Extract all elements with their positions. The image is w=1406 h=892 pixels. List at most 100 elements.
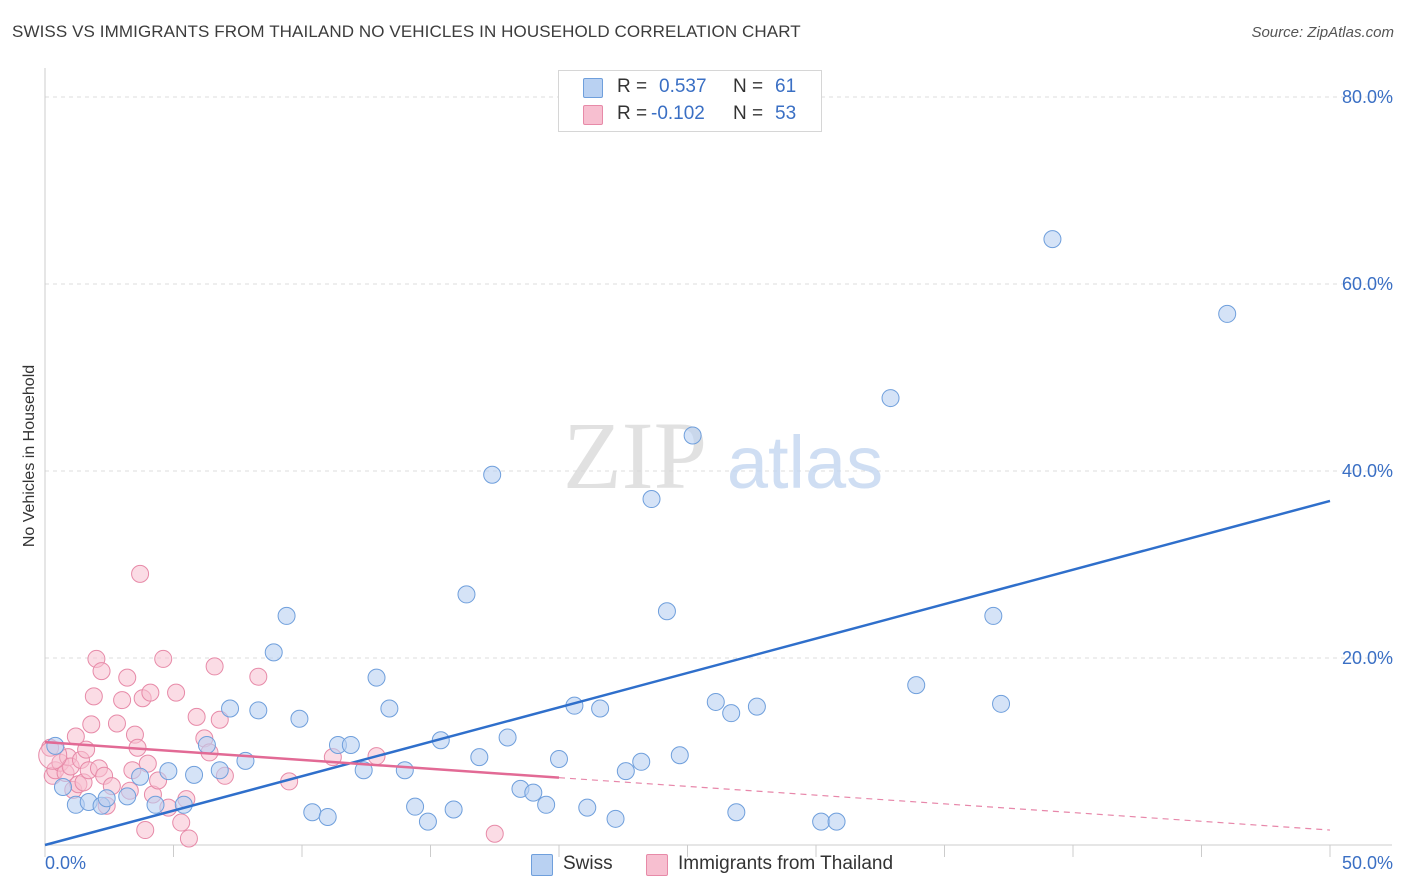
swiss-point bbox=[812, 812, 831, 831]
thailand-trend-extension bbox=[558, 777, 1331, 831]
axes bbox=[44, 68, 1392, 857]
thailand-point bbox=[179, 829, 198, 848]
thailand-trend-line bbox=[44, 740, 560, 779]
thailand-point bbox=[136, 821, 155, 840]
bottom-legend-swatch-thailand bbox=[646, 854, 668, 876]
series-swiss-points bbox=[46, 230, 1237, 831]
x-tick-label: 50.0% bbox=[1342, 853, 1393, 873]
swiss-point bbox=[249, 701, 268, 720]
swiss-point bbox=[984, 606, 1003, 625]
swiss-point bbox=[53, 778, 72, 797]
swiss-point bbox=[197, 735, 216, 754]
swiss-point bbox=[670, 746, 689, 765]
y-tick-label: 60.0% bbox=[1342, 274, 1393, 294]
swiss-point bbox=[341, 735, 360, 754]
grid-lines bbox=[45, 96, 1392, 659]
swiss-point bbox=[616, 762, 635, 781]
swiss-point bbox=[418, 812, 437, 831]
swiss-point bbox=[470, 748, 489, 767]
legend-n-label: N = bbox=[733, 76, 764, 97]
x-tick-label: 0.0% bbox=[45, 853, 86, 873]
bottom-legend-label-swiss: Swiss bbox=[563, 853, 613, 874]
thailand-point bbox=[187, 707, 206, 726]
watermark-zip: ZIP bbox=[563, 402, 707, 509]
chart-title: SWISS VS IMMIGRANTS FROM THAILAND NO VEH… bbox=[12, 22, 801, 41]
swiss-point bbox=[524, 783, 543, 802]
swiss-point bbox=[591, 699, 610, 718]
thailand-point bbox=[172, 813, 191, 832]
swiss-point bbox=[46, 736, 65, 755]
swiss-point bbox=[174, 795, 193, 814]
swiss-point bbox=[657, 602, 676, 621]
y-tick-label: 80.0% bbox=[1342, 87, 1393, 107]
swiss-point bbox=[606, 809, 625, 828]
thailand-point bbox=[210, 710, 229, 729]
legend-r-label: R = bbox=[617, 76, 648, 97]
trend-lines bbox=[44, 499, 1331, 847]
swiss-trend-line bbox=[44, 499, 1331, 847]
swiss-point bbox=[185, 765, 204, 784]
series-thailand-points bbox=[38, 564, 504, 848]
swiss-point bbox=[642, 490, 661, 509]
swiss-point bbox=[97, 789, 116, 808]
swiss-point bbox=[367, 668, 386, 687]
swiss-point bbox=[483, 465, 502, 484]
source-credit: Source: ZipAtlas.com bbox=[1251, 24, 1394, 41]
swiss-point bbox=[159, 762, 178, 781]
swiss-point bbox=[706, 692, 725, 711]
swiss-point bbox=[264, 643, 283, 662]
thailand-point bbox=[84, 687, 103, 706]
legend-swatch-swiss bbox=[583, 78, 603, 98]
watermark-atlas: atlas bbox=[727, 421, 883, 504]
swiss-point bbox=[146, 795, 165, 814]
swiss-point bbox=[498, 728, 517, 747]
legend-n-value-swiss: 61 bbox=[775, 76, 797, 97]
swiss-point bbox=[118, 787, 137, 806]
swiss-point bbox=[1043, 230, 1062, 249]
thailand-point bbox=[249, 667, 268, 686]
swiss-point bbox=[131, 767, 150, 786]
swiss-point bbox=[907, 676, 926, 695]
swiss-point bbox=[210, 761, 229, 780]
thailand-point bbox=[107, 714, 126, 733]
legend-n-label: N = bbox=[733, 103, 764, 124]
thailand-point bbox=[485, 824, 504, 843]
swiss-point bbox=[727, 803, 746, 822]
y-tick-label: 20.0% bbox=[1342, 648, 1393, 668]
legend-r-label: R = bbox=[617, 103, 648, 124]
legend-r-value-swiss: 0.537 bbox=[659, 76, 707, 97]
swiss-point bbox=[550, 749, 568, 768]
swiss-point bbox=[444, 800, 463, 819]
watermark: ZIP atlas bbox=[563, 402, 883, 509]
thailand-point bbox=[167, 683, 186, 702]
legend-swatch-thailand bbox=[583, 105, 603, 125]
swiss-point bbox=[1218, 304, 1237, 323]
swiss-point bbox=[303, 803, 322, 822]
bottom-legend-label-thailand: Immigrants from Thailand bbox=[678, 853, 894, 874]
correlation-legend: R = 0.537 N = 61 R = -0.102 N = 53 bbox=[558, 70, 822, 132]
swiss-point bbox=[827, 812, 846, 831]
thailand-point bbox=[154, 649, 173, 668]
bottom-legend-swatch-swiss bbox=[531, 854, 553, 876]
swiss-point bbox=[992, 694, 1011, 713]
thailand-point bbox=[205, 657, 224, 676]
swiss-point bbox=[722, 704, 741, 723]
thailand-point bbox=[82, 715, 101, 734]
swiss-point bbox=[632, 752, 651, 771]
swiss-point bbox=[318, 807, 337, 826]
swiss-point bbox=[881, 389, 900, 408]
swiss-point bbox=[395, 761, 414, 780]
swiss-point bbox=[406, 797, 425, 816]
swiss-point bbox=[683, 426, 702, 445]
y-axis-title: No Vehicles in Household bbox=[21, 365, 38, 547]
thailand-point bbox=[92, 662, 111, 681]
thailand-point bbox=[118, 668, 137, 687]
swiss-point bbox=[747, 697, 766, 716]
legend-r-value-thailand: -0.102 bbox=[651, 103, 705, 124]
y-tick-label: 40.0% bbox=[1342, 461, 1393, 481]
thailand-point bbox=[113, 691, 132, 710]
swiss-point bbox=[277, 606, 296, 625]
legend-n-value-thailand: 53 bbox=[775, 103, 797, 124]
swiss-point bbox=[537, 795, 556, 814]
